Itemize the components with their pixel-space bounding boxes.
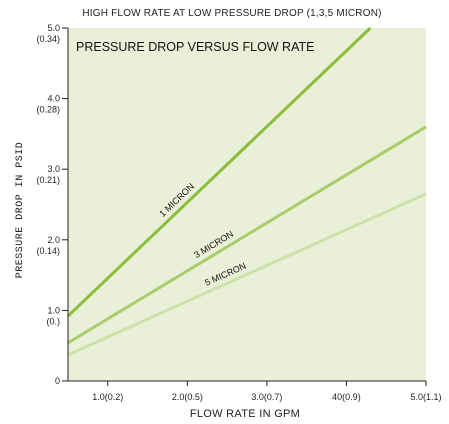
x-tick-label: 5.0(1.1) [410, 392, 441, 402]
y-tick-sublabel: (0.21) [36, 175, 60, 185]
chart-title: HIGH FLOW RATE AT LOW PRESSURE DROP (1,3… [82, 8, 381, 19]
y-tick-label: 0 [55, 376, 60, 386]
x-tick-label: 3.0(0.7) [251, 392, 282, 402]
y-tick-sublabel: (0.28) [36, 105, 60, 115]
y-tick-label: 5.0 [47, 23, 60, 33]
y-tick-label: 1.0 [47, 305, 60, 315]
series-line [67, 192, 427, 357]
y-tick-label: 2.0 [47, 235, 60, 245]
series-line [67, 125, 427, 345]
x-tick-label: 40(0.9) [332, 392, 361, 402]
y-tick-sublabel: (0.14) [36, 246, 60, 256]
chart-subtitle: PRESSURE DROP VERSUS FLOW RATE [76, 40, 314, 54]
x-tick-label: 2.0(0.5) [172, 392, 203, 402]
series-line [66, 26, 372, 318]
plot-area [68, 28, 426, 381]
x-tick-label: 1.0(0.2) [92, 392, 123, 402]
y-tick-sublabel: (0.) [47, 316, 61, 326]
y-axis-label: PRESSURE DROP IN PSID [15, 142, 26, 279]
x-axis-label: FLOW RATE IN GPM [190, 408, 300, 420]
y-tick-label: 3.0 [47, 164, 60, 174]
y-tick-label: 4.0 [47, 94, 60, 104]
y-tick-sublabel: (0.34) [36, 34, 60, 44]
